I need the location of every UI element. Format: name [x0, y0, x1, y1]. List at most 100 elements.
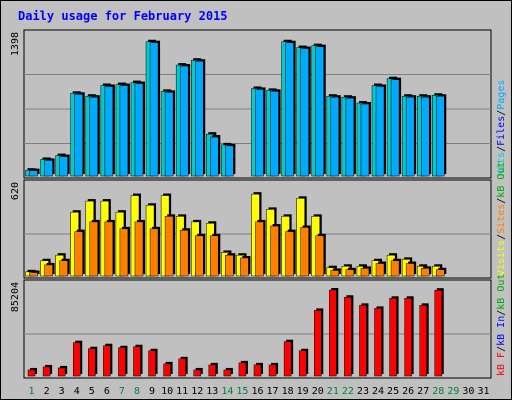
x-tick-label: 6 — [104, 386, 110, 397]
x-tick-label: 22 — [342, 386, 354, 397]
panel-legend: Visits/Sites/kB Out — [496, 162, 507, 276]
bar-pages — [345, 97, 355, 177]
x-tick-label: 11 — [176, 386, 188, 397]
legend-item: / — [496, 110, 507, 116]
bar-sites — [89, 221, 99, 277]
bar-sites — [255, 221, 264, 277]
bar-kb-f — [359, 305, 367, 377]
bar-kb-f — [419, 305, 427, 377]
bar-pages — [179, 65, 189, 177]
bar-kb-f — [298, 350, 307, 377]
bar-kb-f — [42, 366, 51, 377]
x-tick-label: 29 — [447, 386, 459, 397]
bar-sites — [390, 260, 400, 277]
bar-pages — [300, 48, 309, 177]
bar-pages — [390, 79, 400, 177]
bar-sites — [405, 263, 415, 277]
bar-sites — [149, 228, 159, 277]
bar-pages — [285, 42, 294, 177]
x-tick-label: 10 — [161, 386, 173, 397]
bar-sites — [330, 270, 340, 277]
bar-pages — [44, 160, 53, 177]
bar-sites — [225, 254, 234, 277]
bar-pages — [360, 103, 370, 177]
bar-pages — [375, 86, 385, 177]
bar-sites — [164, 216, 174, 277]
bar-kb-f — [283, 341, 292, 377]
x-tick-label: 31 — [477, 386, 489, 397]
bar-sites — [210, 235, 219, 277]
bar-pages — [436, 95, 445, 177]
panel-legend: kB F/kB In/kB Out — [496, 274, 507, 376]
x-tick-label: 28 — [432, 386, 444, 397]
bar-kb-f — [238, 362, 247, 377]
x-tick-label: 4 — [74, 386, 80, 397]
x-tick-label: 16 — [251, 386, 263, 397]
bar-shadow — [31, 270, 40, 274]
bar-kb-f — [88, 348, 96, 377]
bar-kb-f — [223, 369, 232, 377]
x-tick-label: 24 — [372, 386, 384, 397]
bar-sites — [270, 225, 279, 277]
x-tick-label: 5 — [89, 386, 95, 397]
bar-pages — [270, 91, 279, 177]
bar-sites — [44, 264, 53, 277]
bar-kb-f — [193, 369, 201, 377]
bar-pages — [330, 96, 340, 177]
bar-kb-f — [118, 347, 126, 377]
bar-sites — [240, 257, 249, 277]
legend-item: / — [496, 346, 507, 352]
bar-kb-f — [268, 364, 277, 377]
bar-kb-f — [389, 298, 397, 377]
x-tick-label: 15 — [236, 386, 248, 397]
bar-kb-f — [148, 350, 156, 377]
x-tick-label: 26 — [402, 386, 414, 397]
bar-kb-f — [253, 364, 262, 377]
panel-max-label: 1398 — [10, 32, 21, 56]
bar-kb-f — [344, 297, 352, 377]
bar-sites — [285, 231, 294, 277]
bar-sites — [29, 272, 38, 277]
bar-sites — [360, 268, 370, 277]
bar-sites — [119, 228, 129, 277]
legend-item: kB Out — [496, 162, 507, 198]
bar-kb-f — [314, 310, 322, 377]
legend-item: Pages — [496, 80, 507, 110]
panel-legend: Hits/Files/Pages — [496, 80, 507, 176]
chart-title: Daily usage for February 2015 — [18, 9, 228, 23]
bar-pages — [164, 92, 174, 177]
bar-sites — [59, 260, 68, 277]
x-axis-labels: 1 2 3 4 5 6 7 8 9 10 11 12 13 14 15 16 17 18 19 20 21 22 23 24 2… — [29, 386, 490, 397]
x-tick-label: 20 — [312, 386, 324, 397]
bar-pages — [104, 86, 114, 177]
x-tick-label: 9 — [149, 386, 155, 397]
bar-pages — [315, 46, 325, 177]
bar-kb-f — [72, 342, 81, 377]
bar-sites — [134, 221, 144, 277]
x-tick-label: 27 — [417, 386, 429, 397]
x-tick-label: 21 — [327, 386, 339, 397]
bar-kb-f — [208, 364, 217, 377]
bar-pages — [119, 85, 129, 177]
x-tick-label: 3 — [59, 386, 65, 397]
bar-sites — [104, 221, 114, 277]
bar-pages — [225, 145, 234, 177]
bar-kb-f — [434, 289, 443, 377]
bar-sites — [179, 229, 189, 277]
legend-item: Files — [496, 116, 507, 146]
x-tick-label: 12 — [191, 386, 203, 397]
bar-pages — [420, 96, 430, 177]
legend-item: Sites — [496, 204, 507, 234]
x-tick-label: 14 — [221, 386, 233, 397]
bar-kb-f — [103, 345, 111, 377]
x-tick-label: 30 — [462, 386, 474, 397]
legend-item: / — [496, 146, 507, 152]
bar-kb-f — [178, 358, 186, 377]
legend-item: / — [496, 310, 507, 316]
bar-pages — [405, 96, 415, 177]
legend-item: kB In — [496, 316, 507, 346]
